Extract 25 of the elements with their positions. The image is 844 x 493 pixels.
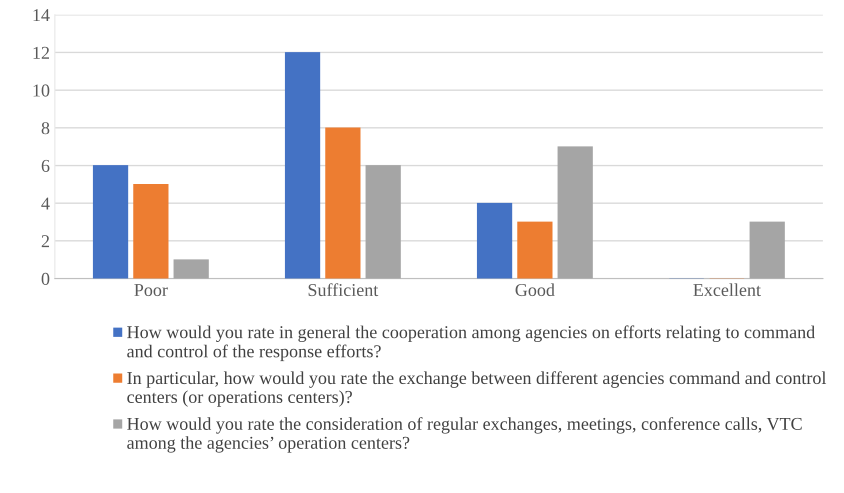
y-tick-label: 10 [34,84,50,97]
bar [92,165,128,279]
x-tick-label: Excellent [693,283,761,296]
bar [750,222,785,279]
y-tick-label: 14 [34,9,50,22]
y-tick-label: 8 [42,122,50,134]
bar [133,184,168,279]
legend-label: How would you rate the consideration of regular exchanges, meetings, conference calls, VTC among the agencies’ operation centers? [127,417,802,453]
legend-label: In particular, how would you rate the exchange between different agencies command and control centers (or operations centers)? [127,371,826,407]
legend-label: How would you rate in general the cooperation among agencies on efforts relating to command and control of the response efforts? [127,325,815,362]
bar [558,146,593,279]
bar [517,222,553,279]
bar [366,165,401,279]
y-tick-label: 0 [42,272,50,285]
x-tick-label: Sufficient [308,283,378,296]
bar [325,127,361,279]
y-tick-label: 6 [42,160,50,172]
bar [174,259,209,279]
bar [476,202,512,279]
bar [284,52,320,279]
y-tick-label: 2 [42,235,50,248]
x-tick-label: Good [516,283,555,296]
x-tick-label: Poor [134,284,168,296]
y-tick-label: 12 [34,46,50,59]
y-tick-label: 4 [41,198,50,210]
